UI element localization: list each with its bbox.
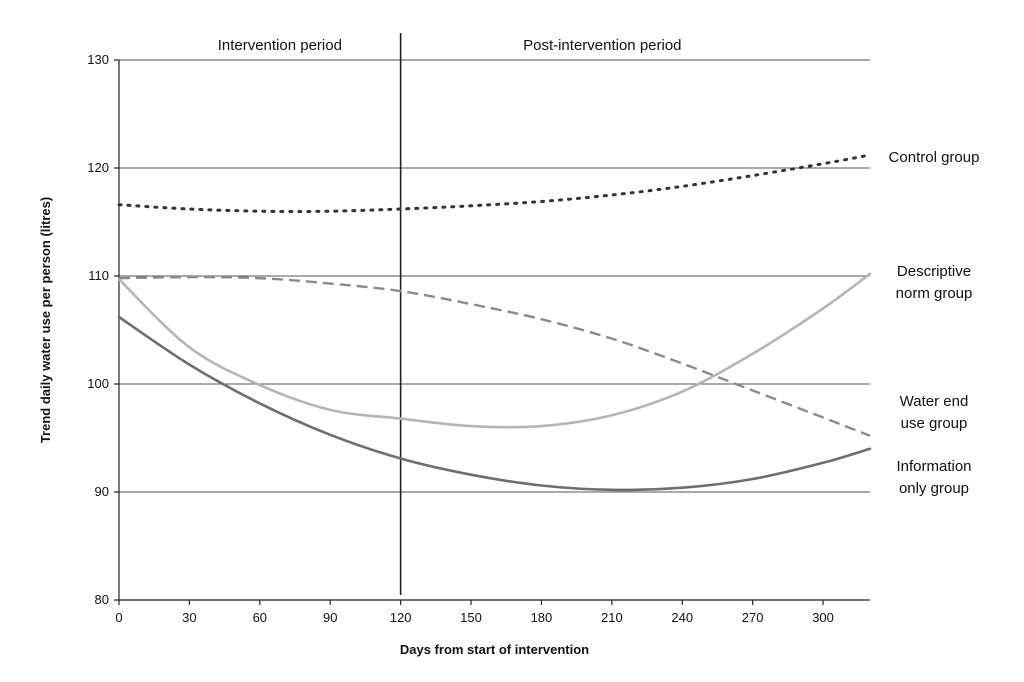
period-label-intervention: Intervention period [218, 37, 342, 54]
y-tick-label: 90 [95, 484, 109, 499]
series-label-information-only-group: Information [896, 458, 971, 475]
series-line-control-group [117, 153, 872, 213]
labels: Control group Descriptive norm group Water … [889, 149, 980, 497]
y-tick-label: 100 [87, 376, 109, 391]
series-line-information-only-group [117, 315, 872, 492]
x-tick-label: 240 [671, 610, 693, 625]
series-label-control-group: Control group [889, 149, 980, 166]
series-label-information-only-group: only group [899, 480, 969, 497]
x-tick-label: 120 [390, 610, 412, 625]
x-tick-label: 90 [323, 610, 337, 625]
x-tick-label: 150 [460, 610, 482, 625]
gridlines [119, 59, 870, 493]
series-line-water-end-use-group [118, 275, 871, 437]
series-line-descriptive-norm-group [117, 272, 872, 429]
series-label-descriptive-norm-group: Descriptive [897, 263, 971, 280]
x-tick-label: 300 [812, 610, 834, 625]
y-tick-label: 130 [87, 52, 109, 67]
y-axis-title: Trend daily water use per person (litres… [38, 197, 53, 443]
x-tick-label: 0 [115, 610, 122, 625]
series-label-water-end-use-group: Water end [900, 393, 969, 410]
series-label-water-end-use-group: use group [901, 415, 968, 432]
x-tick-label: 210 [601, 610, 623, 625]
y-tick-label: 120 [87, 160, 109, 175]
x-axis-title: Days from start of intervention [400, 642, 589, 657]
y-tick-label: 80 [95, 592, 109, 607]
x-tick-label: 30 [182, 610, 196, 625]
axes: 80 90 100 110 120 130 0 30 60 90 120 150 180 210 240 27… [87, 33, 870, 625]
series-lines [117, 153, 872, 492]
x-tick-label: 60 [253, 610, 267, 625]
series-label-descriptive-norm-group: norm group [896, 285, 973, 302]
y-tick-label: 110 [88, 268, 109, 283]
x-tick-label: 270 [742, 610, 764, 625]
period-label-post-intervention: Post-intervention period [523, 37, 681, 54]
x-tick-label: 180 [531, 610, 553, 625]
